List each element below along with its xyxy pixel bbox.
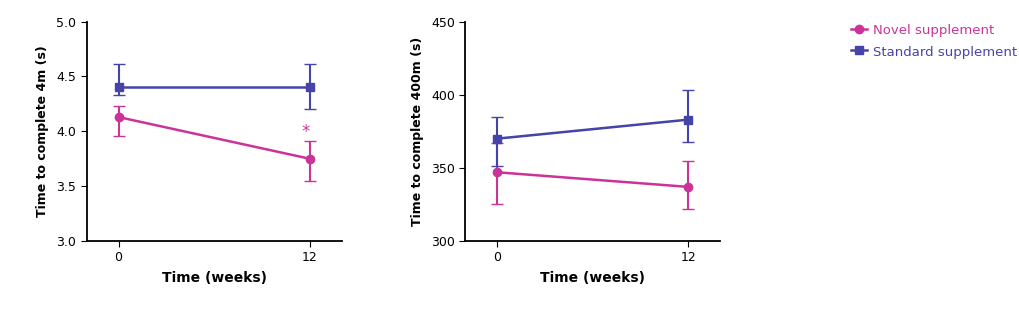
X-axis label: Time (weeks): Time (weeks) <box>161 271 266 286</box>
Text: *: * <box>302 123 310 141</box>
Y-axis label: Time to complete 4m (s): Time to complete 4m (s) <box>37 45 49 217</box>
Legend: Novel supplement, Standard supplement: Novel supplement, Standard supplement <box>850 24 1016 59</box>
Y-axis label: Time to complete 400m (s): Time to complete 400m (s) <box>411 37 424 226</box>
X-axis label: Time (weeks): Time (weeks) <box>540 271 645 286</box>
